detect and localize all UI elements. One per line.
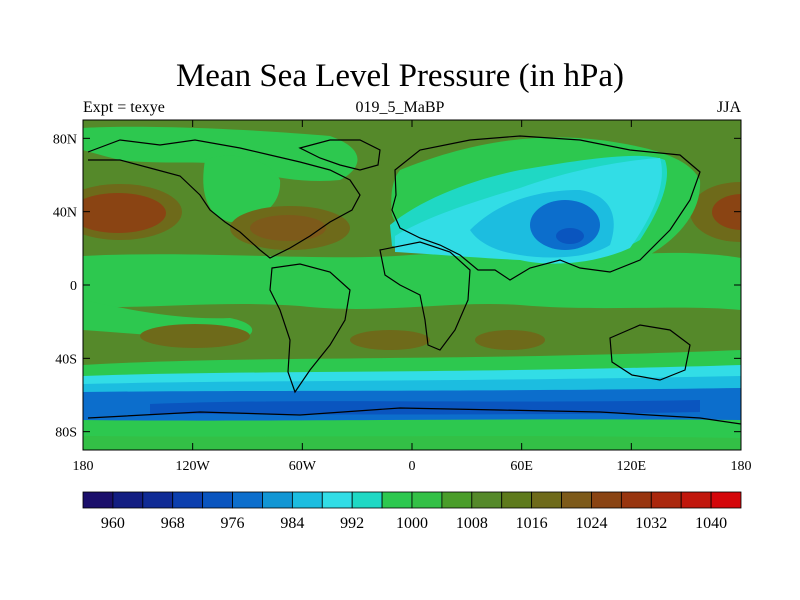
left-string: Expt = texye	[83, 99, 165, 116]
colorbar-label: 992	[340, 515, 364, 532]
right-string: JJA	[716, 99, 741, 116]
x-tick-label: 60E	[510, 459, 533, 474]
y-tick-label: 40N	[53, 206, 77, 221]
colorbar-label: 968	[161, 515, 185, 532]
colorbar-swatch	[381, 491, 413, 509]
y-tick-label: 40S	[55, 352, 77, 367]
colorbar-swatch	[291, 491, 323, 509]
colorbar-swatch	[591, 491, 622, 509]
colorbar-swatch	[620, 491, 652, 509]
colorbar-swatch	[561, 491, 592, 509]
colorbar-label: 984	[280, 515, 304, 532]
colorbar-swatch	[501, 491, 533, 509]
colorbar-swatch	[232, 491, 263, 509]
x-tick-label: 0	[409, 459, 416, 474]
colorbar-label: 1032	[635, 515, 667, 532]
colorbar-label: 1000	[396, 515, 428, 532]
colorbar-swatch	[650, 491, 682, 509]
colorbar-label: 1040	[695, 515, 727, 532]
y-tick-label: 80N	[53, 132, 77, 147]
colorbar-label: 960	[101, 515, 125, 532]
colorbar-swatch	[202, 491, 233, 509]
colorbar-swatch	[351, 491, 383, 509]
center-string: 019_5_MaBP	[355, 99, 445, 116]
x-tick-label: 120W	[176, 459, 211, 474]
colorbar-swatch	[710, 491, 742, 509]
colorbar-swatch	[680, 491, 712, 509]
colorbar-label: 976	[221, 515, 245, 532]
coastlines	[87, 135, 741, 425]
x-tick-label: 180	[73, 459, 94, 474]
x-tick-label: 180	[731, 459, 752, 474]
y-tick-label: 80S	[55, 426, 77, 441]
y-tick-label: 0	[70, 279, 77, 294]
colorbar-swatch	[142, 491, 174, 509]
colorbar-swatch	[82, 491, 114, 509]
colorbar-swatch	[172, 491, 204, 509]
colorbar: 960 968 976 984 992 1000 1008 1016 1024 1032 1040	[82, 491, 742, 532]
colorbar-swatch	[262, 491, 293, 509]
colorbar-swatch	[411, 491, 443, 509]
colorbar-label: 1024	[575, 515, 607, 532]
colorbar-swatch	[112, 491, 144, 509]
colorbar-swatch	[471, 491, 503, 509]
colorbar-swatch	[321, 491, 353, 509]
pressure-field	[83, 120, 741, 450]
x-tick-label: 120E	[617, 459, 647, 474]
x-tick-label: 60W	[289, 459, 317, 474]
colorbar-swatch	[441, 491, 473, 509]
colorbar-swatch	[531, 491, 562, 509]
chart-title: Mean Sea Level Pressure (in hPa)	[175, 58, 625, 94]
colorbar-label: 1008	[456, 515, 488, 532]
colorbar-label: 1016	[516, 515, 548, 532]
